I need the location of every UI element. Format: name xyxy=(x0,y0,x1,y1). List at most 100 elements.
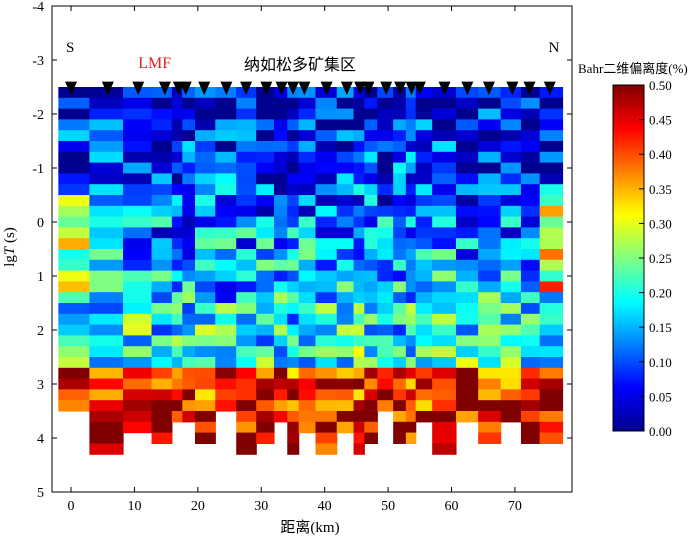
heatmap-cell xyxy=(520,389,541,401)
heatmap-cell xyxy=(432,400,457,412)
heatmap-cell xyxy=(405,119,417,131)
heatmap-cell xyxy=(432,216,457,228)
station-marker xyxy=(482,81,495,96)
heatmap-cell xyxy=(455,411,479,423)
heatmap-cell xyxy=(455,173,479,185)
heatmap-cell xyxy=(315,108,338,120)
heatmap-cell xyxy=(520,108,541,120)
heatmap-cell xyxy=(377,335,394,347)
heatmap-cell xyxy=(195,324,216,336)
heatmap-cell xyxy=(58,162,91,174)
heatmap-cell xyxy=(273,281,288,293)
heatmap-cell xyxy=(215,346,237,358)
heatmap-cell xyxy=(89,87,124,99)
heatmap-cell xyxy=(393,119,407,131)
heatmap-cell xyxy=(215,400,237,412)
heatmap-cell xyxy=(256,292,275,304)
heatmap-cell xyxy=(455,281,479,293)
heatmap-cell xyxy=(89,249,124,261)
heatmap-cell xyxy=(298,119,317,131)
heatmap-cell xyxy=(273,151,288,164)
heatmap-cell xyxy=(415,119,433,131)
heatmap-cell xyxy=(58,292,91,304)
heatmap-cell xyxy=(455,367,479,380)
heatmap-cell xyxy=(256,367,275,380)
heatmap-cell xyxy=(500,346,522,358)
heatmap-cell xyxy=(298,151,317,164)
heatmap-cell xyxy=(315,119,338,131)
heatmap-cell xyxy=(336,162,355,174)
heatmap-cell xyxy=(520,281,541,293)
heatmap-cell xyxy=(336,227,355,239)
heatmap-cell xyxy=(353,281,365,293)
heatmap-cell xyxy=(182,378,196,390)
heatmap-cell xyxy=(287,238,300,250)
heatmap-cell xyxy=(500,195,522,207)
heatmap-cell xyxy=(520,184,541,196)
heatmap-cell xyxy=(171,313,183,326)
heatmap-cell xyxy=(195,216,216,228)
heatmap-cell xyxy=(195,367,216,380)
heatmap-cell xyxy=(151,324,173,336)
heatmap-cell xyxy=(364,303,378,315)
heatmap-cell xyxy=(215,227,237,239)
heatmap-cell xyxy=(298,108,317,120)
heatmap-cell xyxy=(171,249,183,261)
heatmap-cell xyxy=(151,292,173,304)
heatmap-cell xyxy=(273,162,288,174)
heatmap-cell xyxy=(171,108,183,120)
heatmap-cell xyxy=(478,97,502,110)
heatmap-cell xyxy=(393,346,407,358)
heatmap-cell xyxy=(287,184,300,196)
heatmap-cell xyxy=(287,411,300,423)
heatmap-cell xyxy=(151,249,173,261)
heatmap-cell xyxy=(500,108,522,120)
heatmap-cell xyxy=(539,259,564,272)
heatmap-cell xyxy=(500,324,522,336)
heatmap-cell xyxy=(393,281,407,293)
heatmap-cell xyxy=(353,259,365,272)
heatmap-cell xyxy=(315,378,338,390)
heatmap-cell xyxy=(287,432,300,444)
heatmap-cell xyxy=(195,130,216,142)
heatmap-cell xyxy=(539,432,564,444)
station-marker xyxy=(286,81,299,96)
heatmap-cell xyxy=(432,151,457,164)
heatmap-cell xyxy=(195,281,216,293)
heatmap-cell xyxy=(315,238,338,250)
heatmap-cell xyxy=(455,249,479,261)
heatmap-cell xyxy=(298,281,317,293)
heatmap-cell xyxy=(236,335,257,347)
heatmap-cell xyxy=(478,216,502,228)
heatmap-cell xyxy=(405,346,417,358)
heatmap-cell xyxy=(520,130,541,142)
heatmap-cell xyxy=(215,195,237,207)
heatmap-cell xyxy=(151,411,173,423)
heatmap-cell xyxy=(236,97,257,110)
heatmap-cell xyxy=(405,292,417,304)
heatmap-cell xyxy=(123,130,153,142)
heatmap-cell xyxy=(171,130,183,142)
heatmap-cell xyxy=(520,411,541,423)
heatmap-cell xyxy=(273,324,288,336)
heatmap-cell xyxy=(298,335,317,347)
heatmap-cell xyxy=(393,357,407,369)
heatmap-cell xyxy=(520,162,541,174)
heatmap-cell xyxy=(256,173,275,185)
heatmap-cell xyxy=(273,378,288,390)
heatmap-cell xyxy=(123,389,153,401)
heatmap-cell xyxy=(455,205,479,218)
heatmap-cell xyxy=(500,400,522,412)
heatmap-cell xyxy=(315,141,338,153)
heatmap-cell xyxy=(58,259,91,272)
heatmap-cell xyxy=(432,324,457,336)
heatmap-cell xyxy=(298,411,317,423)
heatmap-cell xyxy=(123,335,153,347)
heatmap-cell xyxy=(353,270,365,282)
heatmap-cell xyxy=(336,400,355,412)
station-marker xyxy=(394,81,407,96)
heatmap-cell xyxy=(256,108,275,120)
y-tick-label: 1 xyxy=(37,270,44,285)
heatmap-cell xyxy=(393,249,407,261)
y-axis-label: lgT (s) xyxy=(2,227,18,267)
